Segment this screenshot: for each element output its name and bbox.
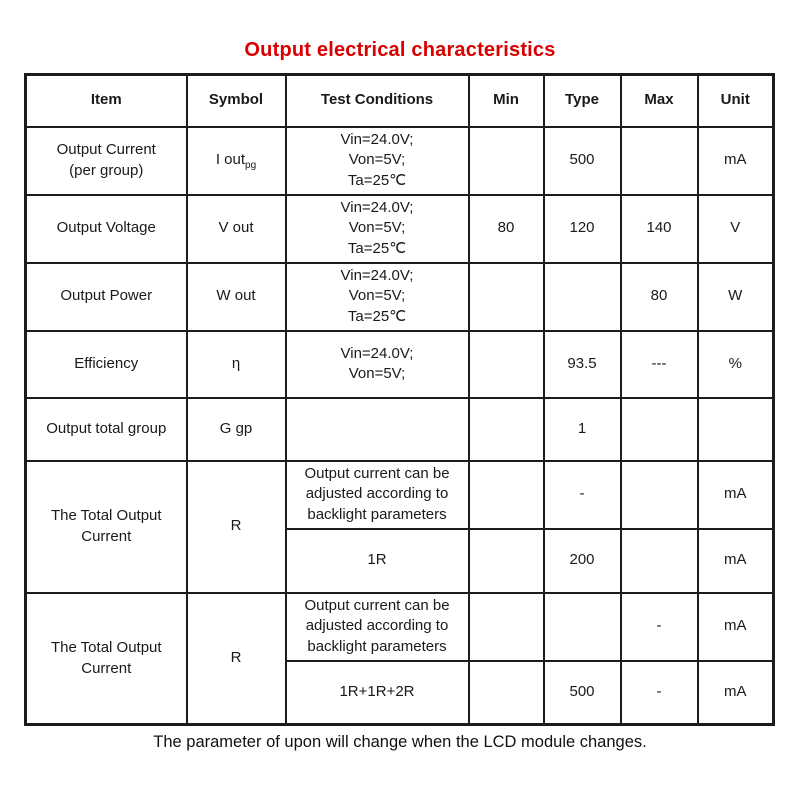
cell-unit: mA (696, 125, 775, 196)
cell-type: 200 (542, 527, 622, 594)
cell-symbol: G gp (185, 396, 287, 462)
cell-min (467, 527, 545, 594)
header-min: Min (467, 73, 545, 128)
cell-unit (696, 396, 775, 462)
row-output-current: Output Current (per group) I outpg Vin=2… (24, 125, 775, 196)
cell-max: - (619, 591, 699, 662)
cell-unit: W (696, 261, 775, 332)
cell-max: 140 (619, 193, 699, 264)
header-test-conditions: Test Conditions (284, 73, 470, 128)
cell-item: Output Voltage (24, 193, 188, 264)
cell-conditions: 1R (284, 527, 470, 594)
symbol-subscript: pg (245, 160, 257, 172)
cell-conditions: Vin=24.0V; Von=5V; (284, 329, 470, 399)
cell-symbol: I outpg (185, 125, 287, 196)
row-total-output-current-2b: 1R+1R+2R 500 - mA (26, 659, 775, 726)
cell-type (542, 261, 622, 332)
cell-max (619, 527, 699, 594)
row-output-voltage: Output Voltage V out Vin=24.0V; Von=5V; … (24, 193, 775, 264)
cell-min (467, 261, 545, 332)
cell-conditions: Vin=24.0V; Von=5V; Ta=25℃ (284, 261, 470, 332)
row-total-output-current-1b: 1R 200 mA (26, 527, 775, 594)
row-total-output-current-1a: The Total Output Current R Output curren… (24, 459, 775, 594)
cell-conditions: Vin=24.0V; Von=5V; Ta=25℃ (284, 125, 470, 196)
cell-item: Output Power (24, 261, 188, 332)
cell-unit: % (696, 329, 775, 399)
cell-conditions: 1R+1R+2R (284, 659, 470, 726)
cell-type: - (542, 459, 622, 530)
cell-max: --- (619, 329, 699, 399)
row-output-power: Output Power W out Vin=24.0V; Von=5V; Ta… (24, 261, 775, 332)
row-output-total-group: Output total group G gp 1 (24, 396, 775, 462)
cell-conditions (284, 396, 470, 462)
cell-type: 500 (542, 659, 622, 726)
cell-unit: mA (696, 459, 775, 530)
cell-conditions: Output current can be adjusted according… (284, 459, 470, 530)
header-row: Item Symbol Test Conditions Min Type Max… (24, 73, 775, 128)
header-type: Type (542, 73, 622, 128)
cell-item: Output Current (per group) (24, 125, 188, 196)
cell-type: 500 (542, 125, 622, 196)
cell-symbol: R (185, 459, 287, 594)
cell-unit: mA (696, 591, 775, 662)
cell-max: 80 (619, 261, 699, 332)
row-total-output-current-2a: The Total Output Current R Output curren… (24, 591, 775, 726)
cell-symbol: R (185, 591, 287, 726)
symbol-main: I out (215, 151, 246, 169)
cell-type (542, 591, 622, 662)
cell-max (619, 125, 699, 196)
page-title: Output electrical characteristics (244, 39, 556, 61)
cell-unit: mA (696, 527, 775, 594)
cell-min: 80 (467, 193, 545, 264)
cell-max: - (619, 659, 699, 726)
header-item: Item (24, 73, 188, 128)
row-efficiency: Efficiency η Vin=24.0V; Von=5V; 93.5 ---… (24, 329, 775, 399)
cell-max (619, 459, 699, 530)
cell-type: 120 (542, 193, 622, 264)
cell-min (467, 459, 545, 530)
cell-symbol: W out (185, 261, 287, 332)
characteristics-table: Item Symbol Test Conditions Min Type Max… (24, 73, 775, 727)
cell-min (467, 591, 545, 662)
cell-item: The Total Output Current (24, 591, 188, 726)
cell-max (619, 396, 699, 462)
header-symbol: Symbol (185, 73, 287, 128)
cell-item: Output total group (24, 396, 188, 462)
cell-conditions: Output current can be adjusted according… (284, 591, 470, 662)
cell-type: 1 (542, 396, 622, 462)
header-unit: Unit (696, 73, 775, 128)
cell-symbol: V out (185, 193, 287, 264)
cell-item: Efficiency (24, 329, 188, 399)
cell-type: 93.5 (542, 329, 622, 399)
cell-unit: mA (696, 659, 775, 726)
cell-min (467, 125, 545, 196)
cell-item: The Total Output Current (24, 459, 188, 594)
cell-unit: V (696, 193, 775, 264)
cell-min (467, 329, 545, 399)
header-max: Max (619, 73, 699, 128)
cell-conditions: Vin=24.0V; Von=5V; Ta=25℃ (284, 193, 470, 264)
cell-min (467, 396, 545, 462)
cell-min (467, 659, 545, 726)
footer-note: The parameter of upon will change when t… (153, 733, 647, 751)
cell-symbol: η (185, 329, 287, 399)
